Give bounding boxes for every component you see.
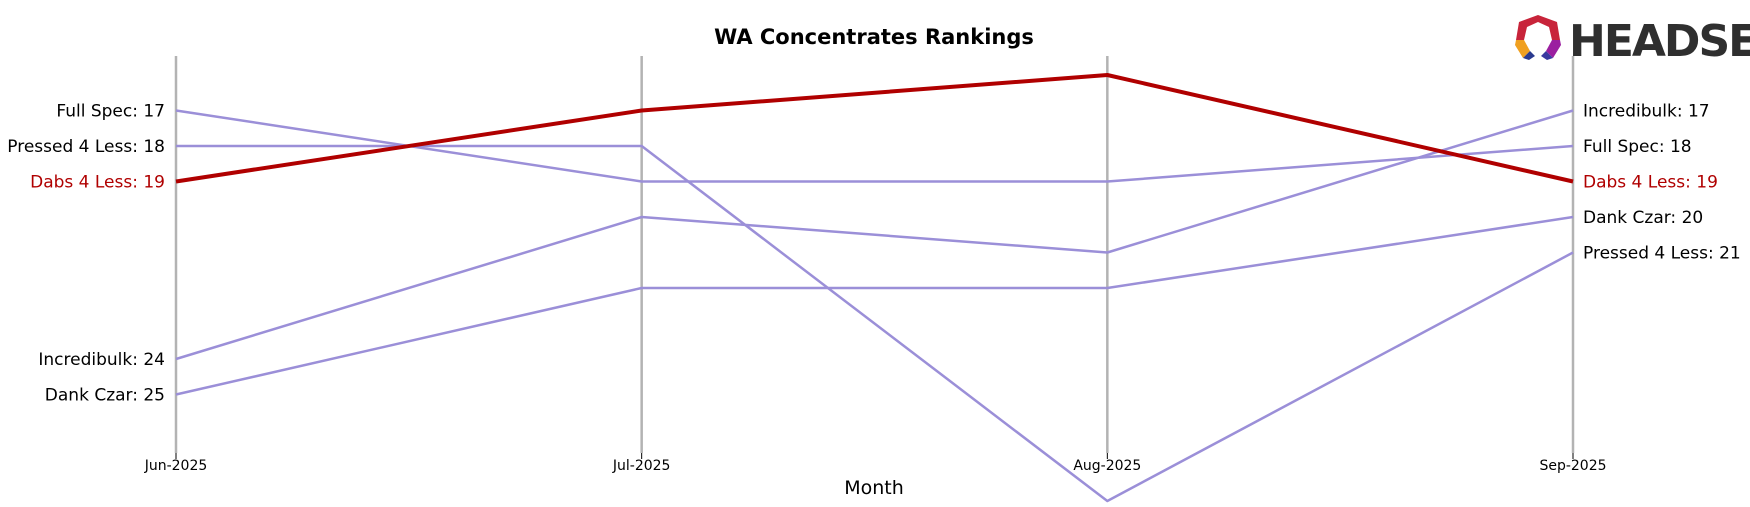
end-label-dabs-4-less: Dabs 4 Less: 19 [1583,173,1718,193]
headset-logo: HEADSET [1515,15,1750,67]
series-line-pressed-4-less [176,144,1574,503]
end-label-full-spec: Full Spec: 18 [1583,137,1692,157]
end-label-incredibulk: Incredibulk: 17 [1583,102,1710,122]
start-labels: Full Spec: 17 Pressed 4 Less: 18 Incredibu… [7,102,165,406]
start-label-dank-czar: Dank Czar: 25 [45,386,165,406]
series-line-dank-czar [175,215,1574,396]
chart-title: WA Concentrates Rankings [714,25,1034,49]
series-lines [175,73,1574,503]
start-label-incredibulk: Incredibulk: 24 [38,350,165,370]
x-tick-labels: Jun-2025 Jul-2025 Aug-2025 Sep-2025 [144,453,1607,474]
x-tick-label: Jun-2025 [144,458,208,474]
end-label-pressed-4-less: Pressed 4 Less: 21 [1583,244,1741,264]
start-label-pressed-4-less: Pressed 4 Less: 18 [7,137,165,157]
x-tick-label: Jul-2025 [612,458,671,474]
end-label-dank-czar: Dank Czar: 20 [1583,208,1703,228]
x-tick-label: Sep-2025 [1539,458,1606,474]
x-tick-label: Aug-2025 [1073,458,1141,474]
start-label-dabs-4-less: Dabs 4 Less: 19 [30,173,165,193]
series-line-dabs-4-less [175,73,1574,184]
end-labels: Full Spec: 18 Pressed 4 Less: 21 Incredibu… [1583,102,1741,264]
month-axis-lines [174,56,1575,453]
series-line-incredibulk [175,109,1574,361]
x-axis-label: Month [844,477,904,499]
headset-logo-mark [1515,15,1561,60]
headset-logo-text: HEADSET [1569,16,1750,67]
start-label-full-spec: Full Spec: 17 [56,102,165,122]
